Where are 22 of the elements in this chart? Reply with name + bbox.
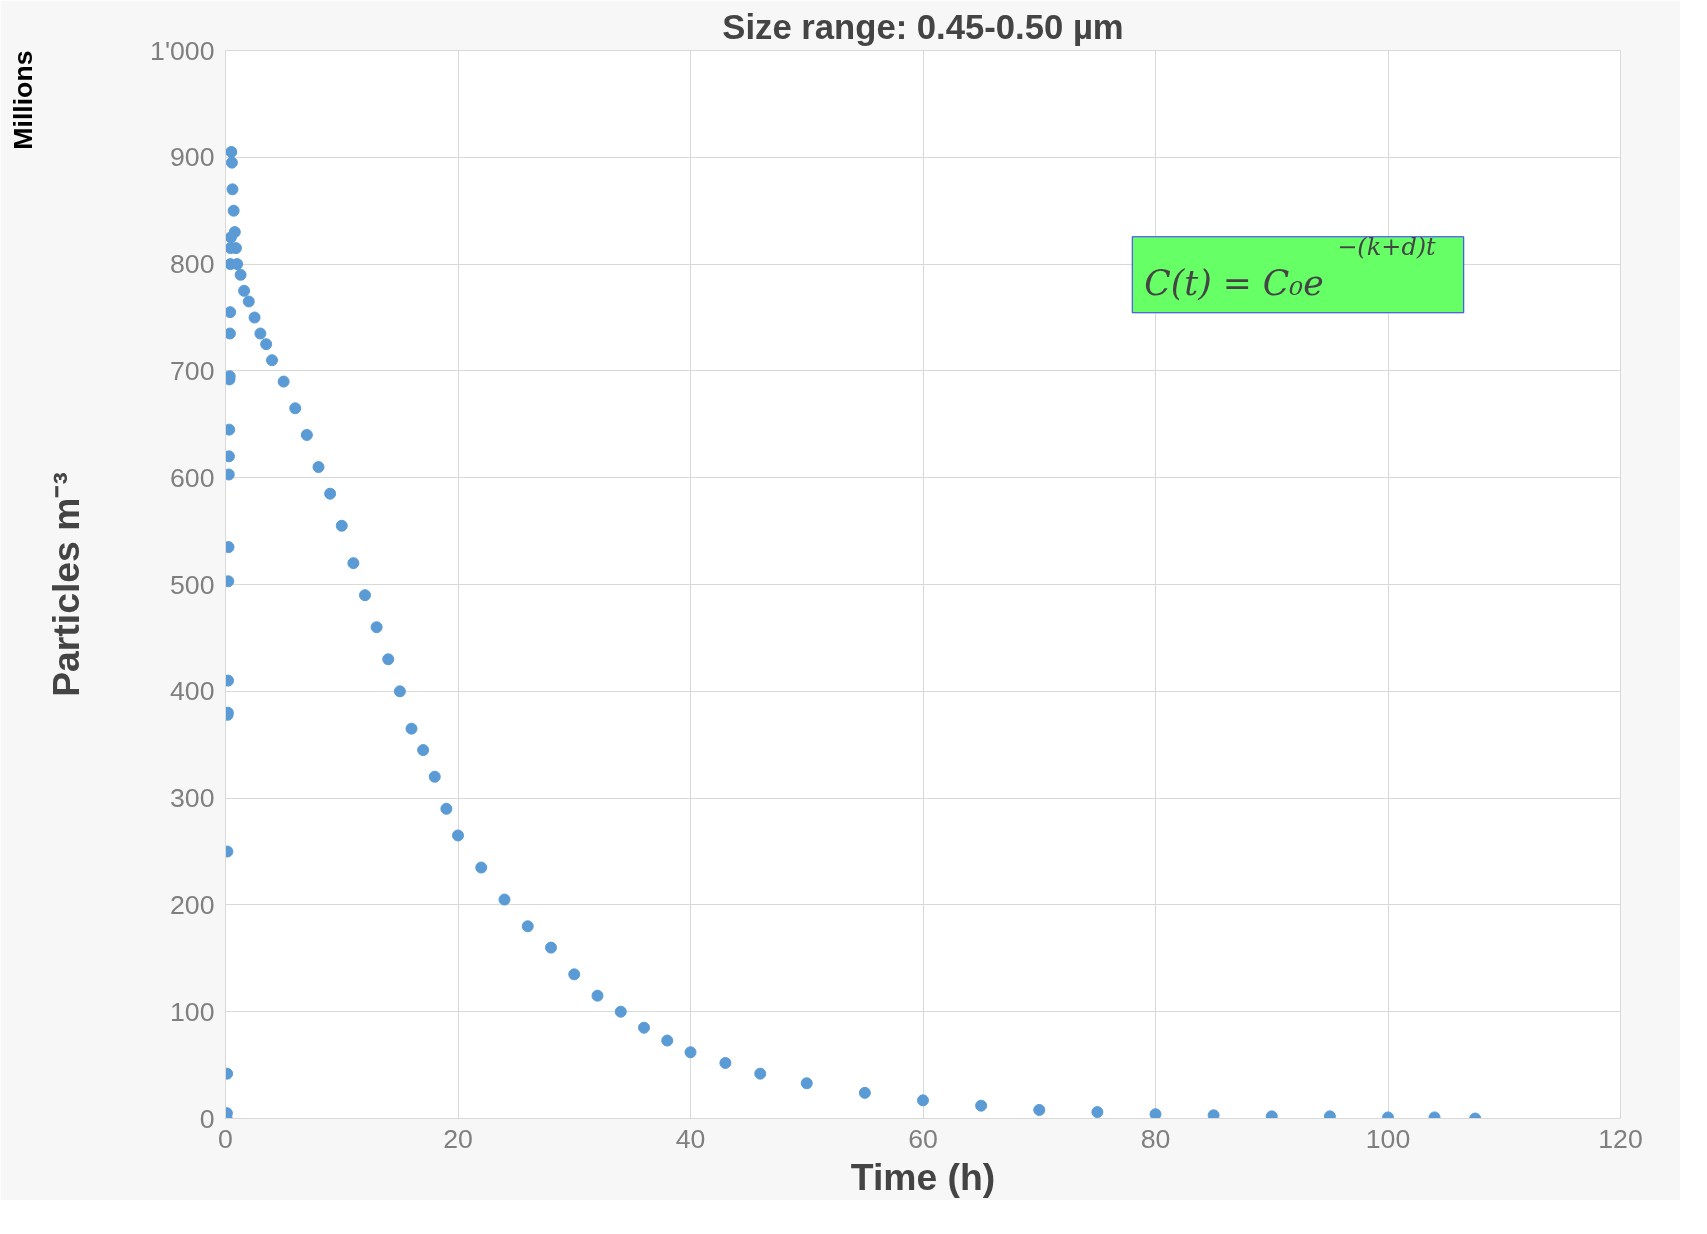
y-axis-title: Particles m⁻³ <box>45 472 88 697</box>
y-tick-label: 1'000 <box>150 35 215 66</box>
x-tick-label: 100 <box>1365 1123 1411 1154</box>
text: Millions <box>7 50 38 150</box>
y-tick-label: 0 <box>199 1103 215 1134</box>
x-tick-label: 20 <box>443 1123 473 1154</box>
y-tick-label: 500 <box>170 569 215 600</box>
y-tick-label: 400 <box>170 676 215 707</box>
x-tick-label: 120 <box>1598 1123 1643 1154</box>
y-tick-label: 700 <box>170 355 215 386</box>
x-axis-title: Time (h) <box>850 1155 996 1198</box>
y-tick-label: 800 <box>170 249 215 280</box>
annotation: C(t) = C₀e−(k+d)t <box>1144 232 1437 303</box>
y-tick-label: 600 <box>170 462 215 493</box>
y-tick-label: 300 <box>170 783 215 814</box>
y-tick-label: 100 <box>170 996 215 1027</box>
y-tick-label: 900 <box>170 142 215 173</box>
y-tick-label: 200 <box>170 889 215 920</box>
x-tick-label: 40 <box>675 1123 706 1154</box>
x-tick-label: 80 <box>1140 1123 1171 1154</box>
x-tick-label: 60 <box>908 1123 938 1154</box>
chart-title: Size range: 0.45-0.50 µm <box>722 7 1124 46</box>
